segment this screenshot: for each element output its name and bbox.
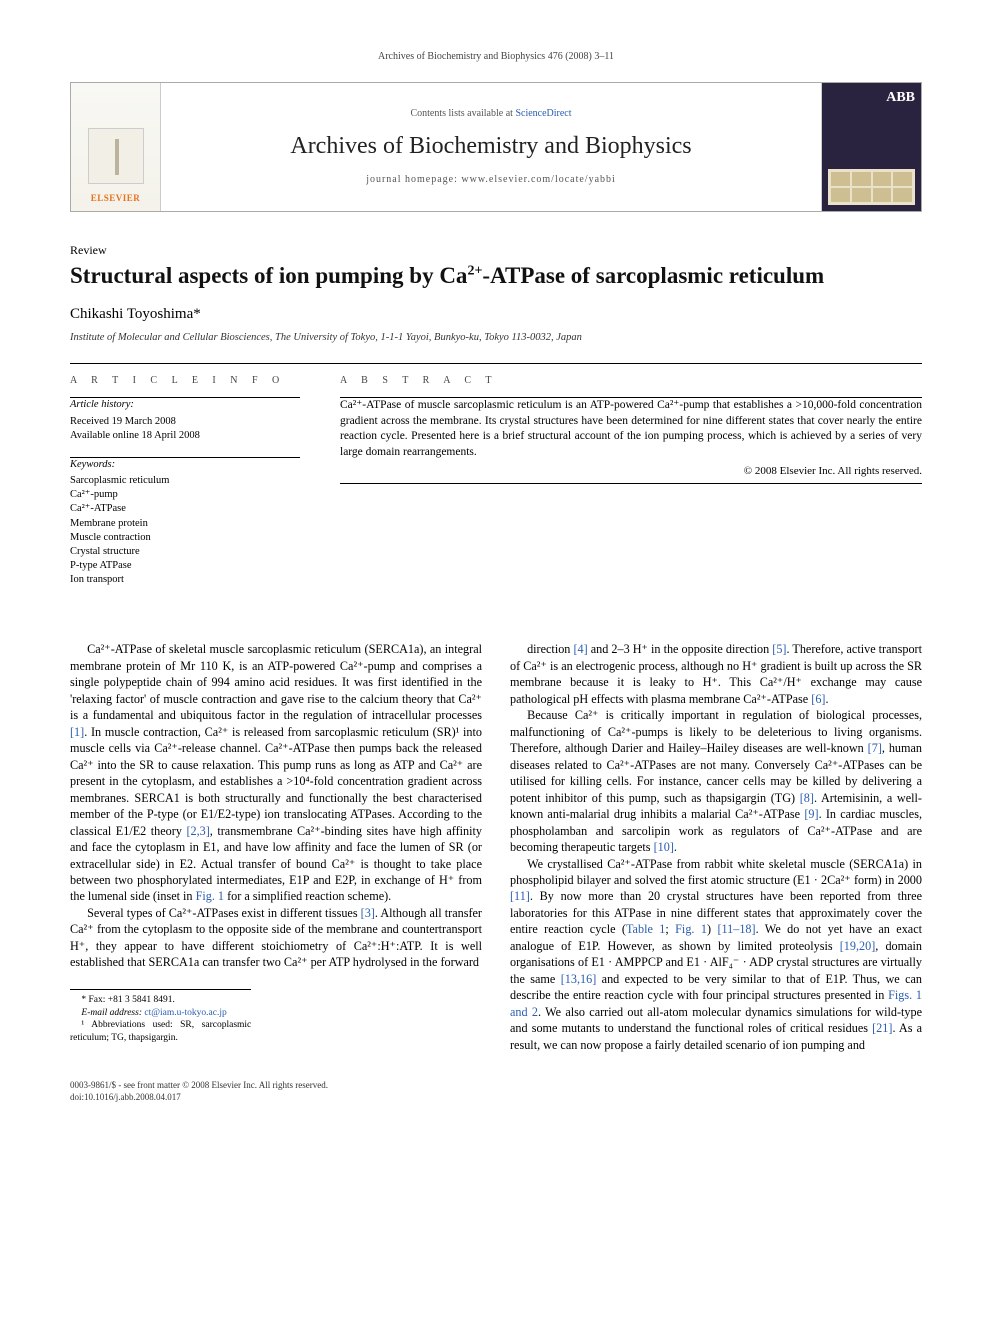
footnote-email-link[interactable]: ct@iam.u-tokyo.ac.jp xyxy=(144,1008,226,1018)
ref-link[interactable]: [8] xyxy=(800,791,814,805)
body-text: Ca²⁺-ATPase of skeletal muscle sarcoplas… xyxy=(70,641,922,1053)
ref-link[interactable]: [6] xyxy=(811,692,825,706)
footnote-email-label: E-mail address: xyxy=(81,1008,142,1018)
ref-link[interactable]: [11–18] xyxy=(717,922,755,936)
figure-link[interactable]: Fig. 1 xyxy=(196,889,224,903)
keywords-block: Keywords: Sarcoplasmic reticulum Ca²⁺-pu… xyxy=(70,458,300,588)
footnote-abbrev: ¹ Abbreviations used: SR, sarcoplasmic r… xyxy=(70,1019,251,1045)
figure-link[interactable]: Fig. 1 xyxy=(675,922,707,936)
figure-link[interactable]: Table 1 xyxy=(626,922,665,936)
body-para: direction [4] and 2–3 H⁺ in the opposite… xyxy=(510,641,922,707)
journal-cover-foot xyxy=(828,169,915,205)
history-label: Article history: xyxy=(70,398,300,412)
figure-link[interactable]: Figs. 1 and 2 xyxy=(510,988,922,1018)
doi-line: doi:10.1016/j.abb.2008.04.017 xyxy=(70,1091,922,1103)
affiliation: Institute of Molecular and Cellular Bios… xyxy=(70,331,922,345)
footnotes: * Fax: +81 3 5841 8491. E-mail address: … xyxy=(70,989,251,1045)
page-footer: 0003-9861/$ - see front matter © 2008 El… xyxy=(70,1079,922,1103)
article-title: Structural aspects of ion pumping by Ca2… xyxy=(70,262,922,291)
journal-homepage: journal homepage: www.elsevier.com/locat… xyxy=(171,173,811,187)
journal-cover-thumb: ABB xyxy=(821,83,921,211)
keyword: Ca²⁺-ATPase xyxy=(70,502,300,516)
running-head: Archives of Biochemistry and Biophysics … xyxy=(70,50,922,64)
contents-prefix: Contents lists available at xyxy=(410,108,515,119)
contents-lists: Contents lists available at ScienceDirec… xyxy=(171,107,811,121)
journal-title: Archives of Biochemistry and Biophysics xyxy=(171,130,811,162)
ref-link[interactable]: [10] xyxy=(654,840,674,854)
abs-rule-2 xyxy=(340,483,922,484)
abstract-col: A B S T R A C T Ca²⁺-ATPase of muscle sa… xyxy=(340,374,922,602)
sciencedirect-link[interactable]: ScienceDirect xyxy=(515,108,571,119)
article-info-heading: A R T I C L E I N F O xyxy=(70,374,300,388)
ref-link[interactable]: [9] xyxy=(804,807,818,821)
front-matter-line: 0003-9861/$ - see front matter © 2008 El… xyxy=(70,1079,922,1091)
ref-link[interactable]: [2,3] xyxy=(186,824,209,838)
article-type: Review xyxy=(70,242,922,258)
journal-header: ELSEVIER Contents lists available at Sci… xyxy=(70,82,922,212)
publisher-logo-block: ELSEVIER xyxy=(71,83,161,211)
history-block: Article history: Received 19 March 2008 … xyxy=(70,398,300,443)
authors: Chikashi Toyoshima* xyxy=(70,304,922,324)
title-pre: Structural aspects of ion pumping by Ca xyxy=(70,263,467,288)
footnote-fax: * Fax: +81 3 5841 8491. xyxy=(70,994,251,1007)
keyword: Ca²⁺-pump xyxy=(70,488,300,502)
ref-link[interactable]: [13,16] xyxy=(561,972,597,986)
rule-top xyxy=(70,363,922,364)
corresp-marker: * xyxy=(193,306,201,322)
ref-link[interactable]: [19,20] xyxy=(840,939,876,953)
ref-link[interactable]: [7] xyxy=(868,741,882,755)
ref-link[interactable]: [5] xyxy=(772,642,786,656)
body-para: Several types of Ca²⁺-ATPases exist in d… xyxy=(70,905,482,971)
footnote-email: E-mail address: ct@iam.u-tokyo.ac.jp xyxy=(70,1007,251,1020)
ref-link[interactable]: [3] xyxy=(361,906,375,920)
elsevier-tree-icon xyxy=(88,128,144,184)
ref-link[interactable]: [4] xyxy=(573,642,587,656)
journal-header-center: Contents lists available at ScienceDirec… xyxy=(161,83,821,211)
title-superscript: 2+ xyxy=(467,263,482,278)
ref-link[interactable]: [1] xyxy=(70,725,84,739)
keyword: P-type ATPase xyxy=(70,559,300,573)
keyword: Membrane protein xyxy=(70,517,300,531)
author-link[interactable]: Chikashi Toyoshima xyxy=(70,306,193,322)
abstract-text: Ca²⁺-ATPase of muscle sarcoplasmic retic… xyxy=(340,398,922,460)
history-received: Received 19 March 2008 xyxy=(70,416,176,427)
keyword: Ion transport xyxy=(70,573,300,587)
article-info-col: A R T I C L E I N F O Article history: R… xyxy=(70,374,300,602)
publisher-name: ELSEVIER xyxy=(91,192,141,204)
body-para: We crystallised Ca²⁺-ATPase from rabbit … xyxy=(510,856,922,1054)
body-para: Because Ca²⁺ is critically important in … xyxy=(510,707,922,855)
history-online: Available online 18 April 2008 xyxy=(70,430,200,441)
title-post: -ATPase of sarcoplasmic reticulum xyxy=(482,263,824,288)
keyword: Sarcoplasmic reticulum xyxy=(70,474,300,488)
keyword: Crystal structure xyxy=(70,545,300,559)
ref-link[interactable]: [21] xyxy=(872,1021,892,1035)
ref-link[interactable]: [11] xyxy=(510,889,530,903)
abstract-heading: A B S T R A C T xyxy=(340,374,922,388)
keyword: Muscle contraction xyxy=(70,531,300,545)
meta-abstract-row: A R T I C L E I N F O Article history: R… xyxy=(70,374,922,602)
journal-cover-abbrev: ABB xyxy=(828,89,915,108)
body-para: Ca²⁺-ATPase of skeletal muscle sarcoplas… xyxy=(70,641,482,905)
abstract-copyright: © 2008 Elsevier Inc. All rights reserved… xyxy=(340,464,922,479)
keywords-label: Keywords: xyxy=(70,458,300,472)
